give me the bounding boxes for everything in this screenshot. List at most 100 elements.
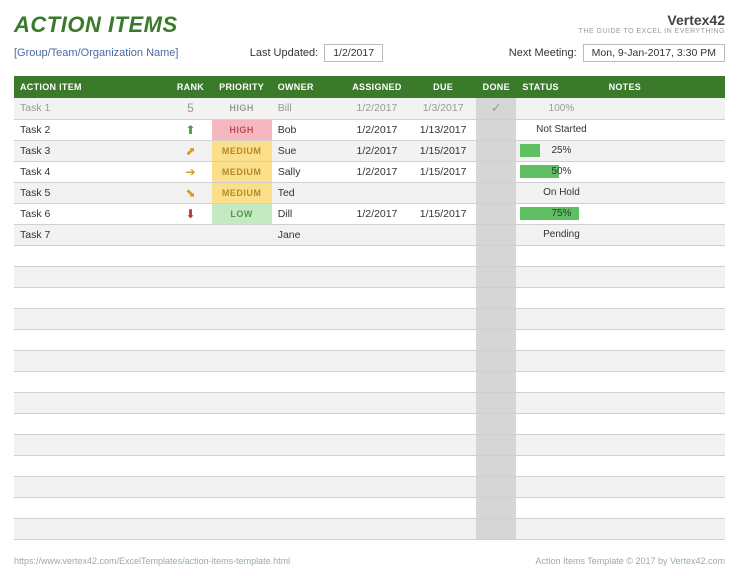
cell-action-item[interactable]: Task 6	[14, 203, 169, 224]
cell-empty[interactable]	[603, 287, 725, 308]
cell-empty[interactable]	[603, 434, 725, 455]
cell-action-item[interactable]: Task 2	[14, 119, 169, 140]
cell-assigned[interactable]	[344, 182, 410, 203]
cell-status[interactable]: Pending	[516, 224, 602, 245]
cell-empty[interactable]	[476, 518, 516, 539]
cell-empty[interactable]	[272, 287, 344, 308]
cell-empty[interactable]	[169, 497, 211, 518]
cell-due[interactable]	[410, 224, 476, 245]
cell-empty[interactable]	[603, 413, 725, 434]
cell-empty[interactable]	[603, 245, 725, 266]
cell-empty[interactable]	[212, 371, 272, 392]
cell-empty[interactable]	[212, 308, 272, 329]
cell-empty[interactable]	[272, 350, 344, 371]
cell-done[interactable]: ✓	[476, 98, 516, 119]
cell-empty[interactable]	[476, 476, 516, 497]
cell-status[interactable]: 100%	[516, 98, 602, 119]
cell-empty[interactable]	[212, 266, 272, 287]
table-row[interactable]: Task 4➔MEDIUMSally1/2/20171/15/201750%	[14, 161, 725, 182]
cell-owner[interactable]: Jane	[272, 224, 344, 245]
cell-empty[interactable]	[603, 371, 725, 392]
cell-empty[interactable]	[169, 371, 211, 392]
cell-empty[interactable]	[344, 350, 410, 371]
cell-empty[interactable]	[410, 350, 476, 371]
cell-empty[interactable]	[212, 413, 272, 434]
cell-empty[interactable]	[516, 350, 602, 371]
cell-empty[interactable]	[14, 497, 169, 518]
cell-status[interactable]: 75%	[516, 203, 602, 224]
cell-assigned[interactable]: 1/2/2017	[344, 98, 410, 119]
cell-done[interactable]	[476, 224, 516, 245]
cell-notes[interactable]	[603, 224, 725, 245]
cell-empty[interactable]	[212, 518, 272, 539]
cell-empty[interactable]	[476, 287, 516, 308]
cell-empty[interactable]	[272, 455, 344, 476]
cell-empty[interactable]	[272, 497, 344, 518]
cell-rank[interactable]: ⬇	[169, 203, 211, 224]
cell-empty[interactable]	[603, 518, 725, 539]
cell-empty[interactable]	[344, 245, 410, 266]
cell-empty[interactable]	[272, 308, 344, 329]
cell-priority[interactable]	[212, 224, 272, 245]
table-row-empty[interactable]	[14, 518, 725, 539]
cell-empty[interactable]	[476, 497, 516, 518]
cell-empty[interactable]	[410, 518, 476, 539]
cell-priority[interactable]: MEDIUM	[212, 182, 272, 203]
cell-empty[interactable]	[169, 287, 211, 308]
cell-done[interactable]	[476, 203, 516, 224]
cell-empty[interactable]	[212, 434, 272, 455]
footer-url[interactable]: https://www.vertex42.com/ExcelTemplates/…	[14, 556, 290, 566]
cell-empty[interactable]	[516, 371, 602, 392]
table-row-empty[interactable]	[14, 350, 725, 371]
cell-empty[interactable]	[169, 350, 211, 371]
cell-empty[interactable]	[603, 350, 725, 371]
cell-empty[interactable]	[410, 476, 476, 497]
cell-empty[interactable]	[476, 308, 516, 329]
cell-priority[interactable]: LOW	[212, 203, 272, 224]
cell-empty[interactable]	[212, 350, 272, 371]
cell-rank[interactable]: ⬈	[169, 140, 211, 161]
cell-empty[interactable]	[272, 329, 344, 350]
cell-empty[interactable]	[516, 308, 602, 329]
cell-due[interactable]: 1/15/2017	[410, 203, 476, 224]
cell-assigned[interactable]: 1/2/2017	[344, 140, 410, 161]
cell-empty[interactable]	[344, 434, 410, 455]
table-row-empty[interactable]	[14, 455, 725, 476]
table-row[interactable]: Task 3⬈MEDIUMSue1/2/20171/15/201725%	[14, 140, 725, 161]
cell-empty[interactable]	[212, 497, 272, 518]
table-row[interactable]: Task 2⬆HIGHBob1/2/20171/13/2017Not Start…	[14, 119, 725, 140]
cell-empty[interactable]	[272, 518, 344, 539]
cell-empty[interactable]	[212, 329, 272, 350]
cell-empty[interactable]	[272, 371, 344, 392]
cell-empty[interactable]	[14, 308, 169, 329]
cell-empty[interactable]	[14, 329, 169, 350]
cell-rank[interactable]: 5	[169, 98, 211, 119]
cell-action-item[interactable]: Task 4	[14, 161, 169, 182]
table-row-empty[interactable]	[14, 308, 725, 329]
cell-priority[interactable]: HIGH	[212, 98, 272, 119]
cell-empty[interactable]	[212, 392, 272, 413]
cell-empty[interactable]	[410, 308, 476, 329]
table-row-empty[interactable]	[14, 413, 725, 434]
cell-empty[interactable]	[410, 497, 476, 518]
cell-owner[interactable]: Bob	[272, 119, 344, 140]
cell-notes[interactable]	[603, 161, 725, 182]
cell-owner[interactable]: Bill	[272, 98, 344, 119]
cell-assigned[interactable]: 1/2/2017	[344, 161, 410, 182]
cell-empty[interactable]	[212, 455, 272, 476]
cell-priority[interactable]: HIGH	[212, 119, 272, 140]
cell-empty[interactable]	[272, 266, 344, 287]
cell-due[interactable]: 1/15/2017	[410, 140, 476, 161]
cell-empty[interactable]	[169, 329, 211, 350]
cell-empty[interactable]	[169, 413, 211, 434]
cell-empty[interactable]	[169, 308, 211, 329]
cell-empty[interactable]	[14, 434, 169, 455]
cell-empty[interactable]	[516, 392, 602, 413]
cell-empty[interactable]	[410, 413, 476, 434]
cell-status[interactable]: Not Started	[516, 119, 602, 140]
org-placeholder[interactable]: [Group/Team/Organization Name]	[14, 47, 234, 59]
cell-empty[interactable]	[169, 455, 211, 476]
table-row-empty[interactable]	[14, 266, 725, 287]
cell-empty[interactable]	[344, 392, 410, 413]
cell-empty[interactable]	[212, 476, 272, 497]
